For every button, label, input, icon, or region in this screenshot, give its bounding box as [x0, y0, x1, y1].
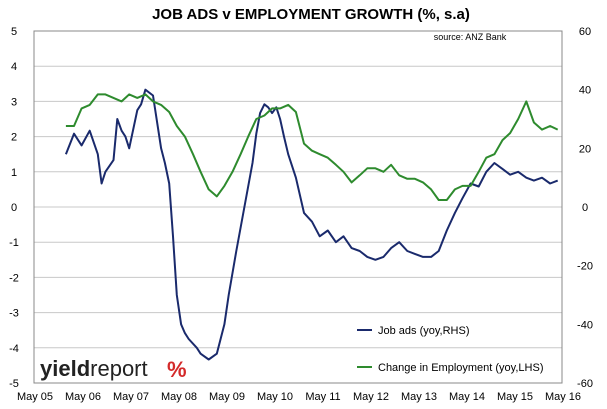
series-layer [64, 88, 559, 361]
left-tick-label: 5 [11, 26, 17, 38]
right-tick-label: -40 [577, 319, 593, 331]
left-tick-label: 4 [11, 61, 17, 73]
left-tick-label: 0 [11, 202, 17, 214]
svg-text:%: % [167, 357, 187, 382]
legend-label-employment: Change in Employment (yoy,LHS) [378, 362, 543, 374]
left-tick-label: 3 [11, 96, 17, 108]
x-tick-label: May 08 [161, 391, 197, 403]
left-tick-label: -4 [9, 343, 19, 355]
legend: Job ads (yoy,RHS) Change in Employment (… [357, 325, 543, 374]
left-tick-label: -3 [9, 308, 19, 320]
x-tick-label: May 09 [209, 391, 245, 403]
x-tick-label: May 16 [545, 391, 581, 403]
right-tick-label: 20 [579, 143, 591, 155]
x-tick-label: May 10 [257, 391, 293, 403]
legend-label-job-ads: Job ads (yoy,RHS) [378, 325, 470, 337]
right-tick-label: -20 [577, 261, 593, 273]
x-tick-label: May 13 [401, 391, 437, 403]
svg-text:yieldreport: yieldreport [40, 356, 148, 381]
x-tick-label: May 07 [113, 391, 149, 403]
left-tick-label: -2 [9, 272, 19, 284]
x-tick-label: May 14 [449, 391, 485, 403]
right-axis: 60 40 20 0 -20 -40 -60 [577, 26, 593, 390]
right-tick-label: 0 [582, 202, 588, 214]
x-tick-label: May 15 [497, 391, 533, 403]
source-note: source: ANZ Bank [434, 32, 507, 42]
x-tick-label: May 11 [305, 391, 340, 403]
x-tick-label: May 05 [17, 391, 53, 403]
left-axis: 5 4 3 2 1 0 -1 -2 -3 -4 -5 [9, 26, 19, 390]
left-tick-label: 2 [11, 132, 17, 144]
plot-area [33, 30, 563, 384]
yieldreport-logo: yieldreport % [40, 356, 187, 382]
x-axis: May 05 May 06 May 07 May 08 May 09 May 10 May … [17, 391, 581, 403]
x-tick-label: May 12 [353, 391, 389, 403]
series-line-job-ads [64, 88, 559, 361]
right-tick-label: 60 [579, 26, 591, 38]
left-tick-label: -1 [9, 237, 19, 249]
left-tick-label: -5 [9, 378, 19, 390]
x-tick-label: May 06 [65, 391, 101, 403]
series-line-employment [65, 93, 559, 201]
right-tick-label: -60 [577, 378, 593, 390]
right-tick-label: 40 [579, 85, 591, 97]
chart-title: JOB ADS v EMPLOYMENT GROWTH (%, s.a) [152, 6, 470, 23]
left-tick-label: 1 [11, 167, 17, 179]
